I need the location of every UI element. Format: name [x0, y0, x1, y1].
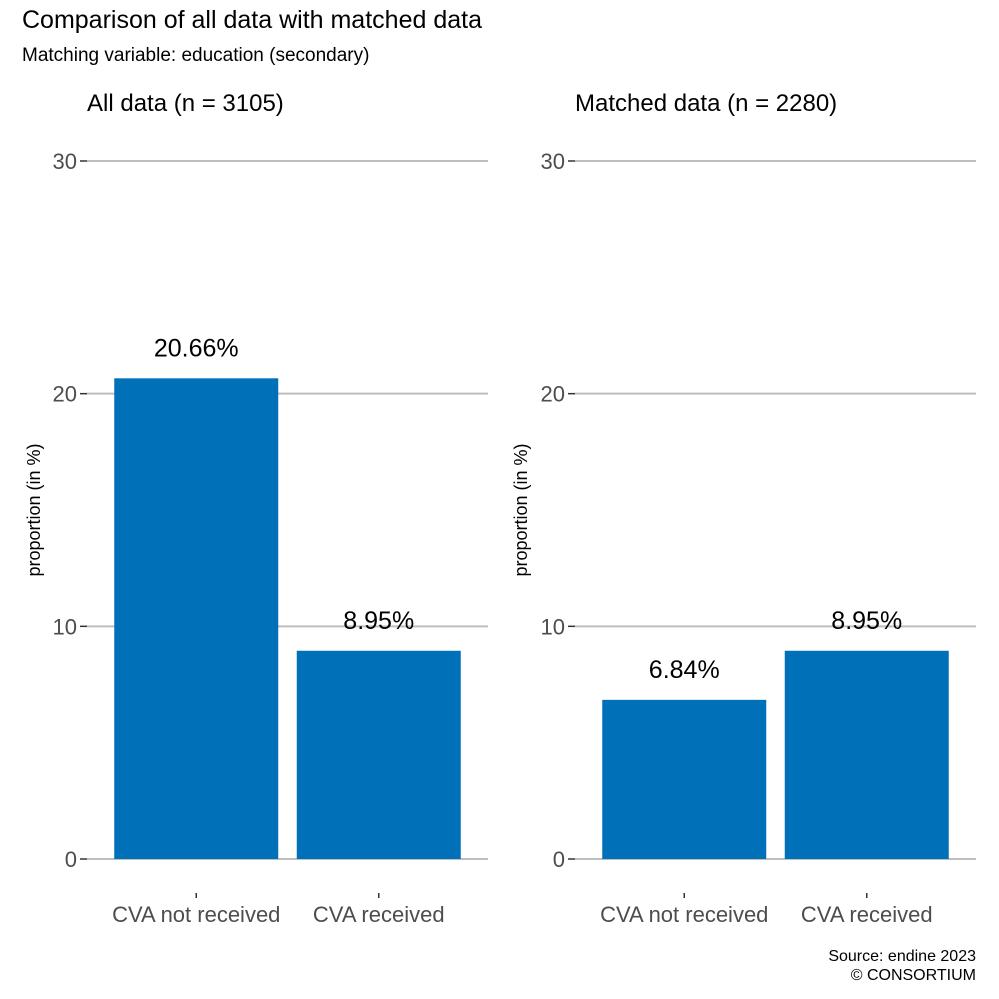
y-tick-label: 10 — [541, 614, 565, 639]
x-tick-label: CVA received — [313, 902, 445, 927]
x-tick-label: CVA not received — [112, 902, 280, 927]
y-tick-label: 0 — [553, 847, 565, 872]
y-tick-label: 10 — [53, 614, 77, 639]
bar — [114, 378, 279, 859]
bar — [784, 650, 949, 859]
y-tick-label: 30 — [53, 149, 77, 174]
y-tick-label: 0 — [65, 847, 77, 872]
copyright-caption: © CONSORTIUM — [850, 967, 976, 984]
y-axis-label: proportion (in %) — [24, 443, 44, 576]
chart-title: Comparison of all data with matched data — [22, 6, 482, 34]
x-tick-label: CVA not received — [600, 902, 768, 927]
bar — [296, 650, 461, 859]
y-tick-label: 20 — [53, 382, 77, 407]
chart-subtitle: Matching variable: education (secondary) — [22, 45, 370, 66]
panel-title: Matched data (n = 2280) — [575, 90, 837, 117]
y-tick-label: 20 — [541, 382, 565, 407]
source-caption: Source: endine 2023 — [828, 948, 976, 965]
chart-area: All data (n = 3105) proportion (in %) 0 10 2… — [24, 90, 976, 927]
bar — [602, 699, 767, 859]
caption: Source: endine 2023 © CONSORTIUM — [828, 947, 976, 985]
data-label: 8.95% — [831, 607, 902, 635]
panel-title: All data (n = 3105) — [87, 90, 284, 117]
y-tick-label: 30 — [541, 149, 565, 174]
x-tick-label: CVA received — [801, 902, 933, 927]
data-label: 6.84% — [649, 656, 720, 684]
data-label: 20.66% — [154, 334, 239, 362]
data-label: 8.95% — [343, 607, 414, 635]
y-axis-label: proportion (in %) — [511, 443, 531, 576]
